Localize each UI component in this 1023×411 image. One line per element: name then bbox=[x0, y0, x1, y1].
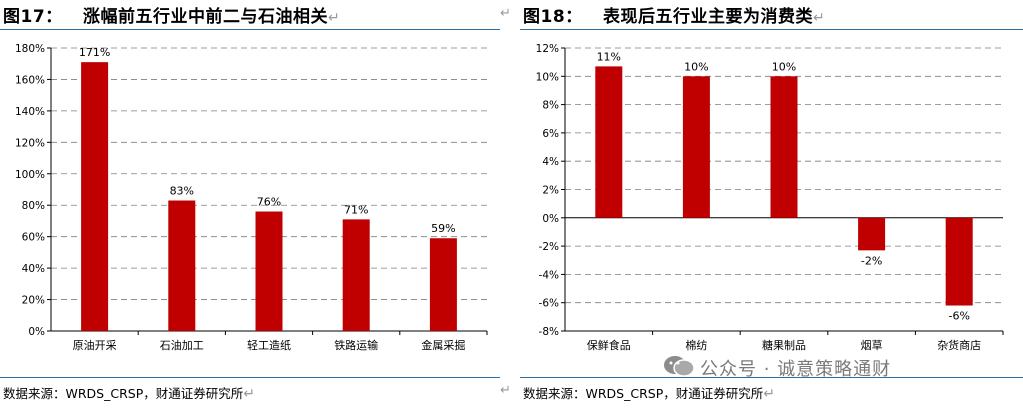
bar bbox=[429, 238, 457, 331]
data-label: 171% bbox=[79, 46, 110, 59]
figure-18-bottom-rule bbox=[520, 377, 1023, 378]
y-tick-label: 12% bbox=[536, 43, 559, 55]
category-label: 原油开采 bbox=[73, 338, 117, 352]
figure-17-bar-chart: 0% 20% 40% 60% 80% 100% 120% 140% 160% 180% 171% 原油… bbox=[15, 43, 488, 352]
data-label: 10% bbox=[684, 60, 708, 73]
figure-17-panel: 图17： 涨幅前五行业中前二与石油相关↵ 0% 20% 40% 60% 80% 100% 12… bbox=[0, 0, 500, 411]
category-label: 金属采掘 bbox=[421, 338, 465, 352]
watermark-text: 公众号 · 诚意策略通财 bbox=[700, 359, 892, 380]
y-tick-label: 0% bbox=[28, 326, 45, 338]
y-tick-label: 2% bbox=[542, 185, 559, 197]
y-tick-label: 140% bbox=[15, 106, 45, 118]
bar bbox=[595, 66, 623, 218]
return-mark: ↵ bbox=[763, 386, 775, 402]
y-tick-label: -8% bbox=[539, 326, 559, 338]
y-tick-label: 6% bbox=[542, 128, 559, 140]
figure-17-top-rule bbox=[0, 29, 500, 30]
category-label: 石油加工 bbox=[160, 338, 204, 352]
data-label: 83% bbox=[170, 185, 194, 198]
y-tick-label: 80% bbox=[22, 200, 45, 212]
figure-18-title-text: 表现后五行业主要为消费类 bbox=[603, 7, 813, 27]
category-label: 铁路运输 bbox=[334, 338, 378, 352]
figure-17-title: 图17： 涨幅前五行业中前二与石油相关↵ bbox=[3, 2, 340, 27]
y-tick-label: 20% bbox=[22, 295, 45, 307]
y-tick-label: 40% bbox=[22, 263, 45, 275]
data-label: -2% bbox=[861, 254, 882, 267]
bar bbox=[945, 217, 973, 306]
category-label: 棉纺 bbox=[685, 338, 707, 352]
data-label: 71% bbox=[344, 203, 368, 216]
y-tick-label: -4% bbox=[539, 269, 559, 281]
figure-18-title: 图18： 表现后五行业主要为消费类↵ bbox=[523, 2, 825, 27]
category-label: 轻工造纸 bbox=[247, 338, 291, 352]
data-label: 10% bbox=[772, 60, 796, 73]
y-tick-label: 8% bbox=[542, 100, 559, 112]
figure-18-source: 数据来源：WRDS_CRSP，财通证券研究所↵ bbox=[523, 383, 775, 402]
category-label: 烟草 bbox=[861, 338, 883, 352]
data-label: 59% bbox=[431, 222, 455, 235]
figure-18-panel: 图18： 表现后五行业主要为消费类↵ -8% -6% -4% -2% 0% 2% 4% 6% 8%… bbox=[520, 0, 1023, 411]
y-tick-label: 0% bbox=[542, 213, 559, 225]
figure-18-source-text: 数据来源：WRDS_CRSP，财通证券研究所 bbox=[523, 386, 764, 401]
figure-18-number: 图18： bbox=[523, 7, 583, 27]
data-label: -6% bbox=[948, 310, 969, 323]
data-label: 76% bbox=[257, 196, 281, 209]
figure-17-source: 数据来源：WRDS_CRSP，财通证券研究所↵ bbox=[3, 383, 255, 402]
y-tick-label: 60% bbox=[22, 232, 45, 244]
y-tick-label: 160% bbox=[15, 74, 45, 86]
return-mark: ↵ bbox=[243, 386, 255, 402]
y-tick-label: 180% bbox=[15, 43, 45, 55]
figure-18-top-rule bbox=[520, 29, 1023, 30]
return-mark: ↵ bbox=[328, 10, 341, 26]
y-tick-label: 4% bbox=[542, 156, 559, 168]
figure-17-number: 图17： bbox=[3, 7, 63, 27]
return-mark: ↵ bbox=[500, 383, 511, 398]
y-tick-label: -6% bbox=[539, 298, 559, 310]
data-label: 11% bbox=[597, 50, 621, 63]
y-tick-label: 100% bbox=[15, 169, 45, 181]
return-mark: ↵ bbox=[813, 10, 826, 26]
wechat-icon bbox=[664, 356, 695, 377]
y-tick-label: 10% bbox=[536, 71, 559, 83]
figure-17-bottom-rule bbox=[0, 377, 500, 378]
category-label: 杂货商店 bbox=[937, 338, 981, 352]
bar bbox=[858, 217, 886, 251]
bar bbox=[682, 76, 710, 218]
category-label: 糖果制品 bbox=[762, 338, 806, 352]
figure-18-bar-chart: -8% -6% -4% -2% 0% 2% 4% 6% 8% 10% 12% 11% 保鲜食品 10% 棉纺… bbox=[536, 43, 1004, 352]
y-tick-label: -2% bbox=[539, 241, 559, 253]
y-tick-label: 120% bbox=[15, 137, 45, 149]
bar bbox=[168, 200, 196, 331]
bar bbox=[81, 62, 109, 332]
category-label: 保鲜食品 bbox=[587, 338, 631, 352]
bar bbox=[770, 76, 798, 218]
return-mark: ↵ bbox=[500, 6, 511, 21]
bar bbox=[342, 219, 370, 331]
bar bbox=[255, 211, 283, 331]
figure-17-source-text: 数据来源：WRDS_CRSP，财通证券研究所 bbox=[3, 386, 244, 401]
figure-17-title-text: 涨幅前五行业中前二与石油相关 bbox=[83, 7, 328, 27]
